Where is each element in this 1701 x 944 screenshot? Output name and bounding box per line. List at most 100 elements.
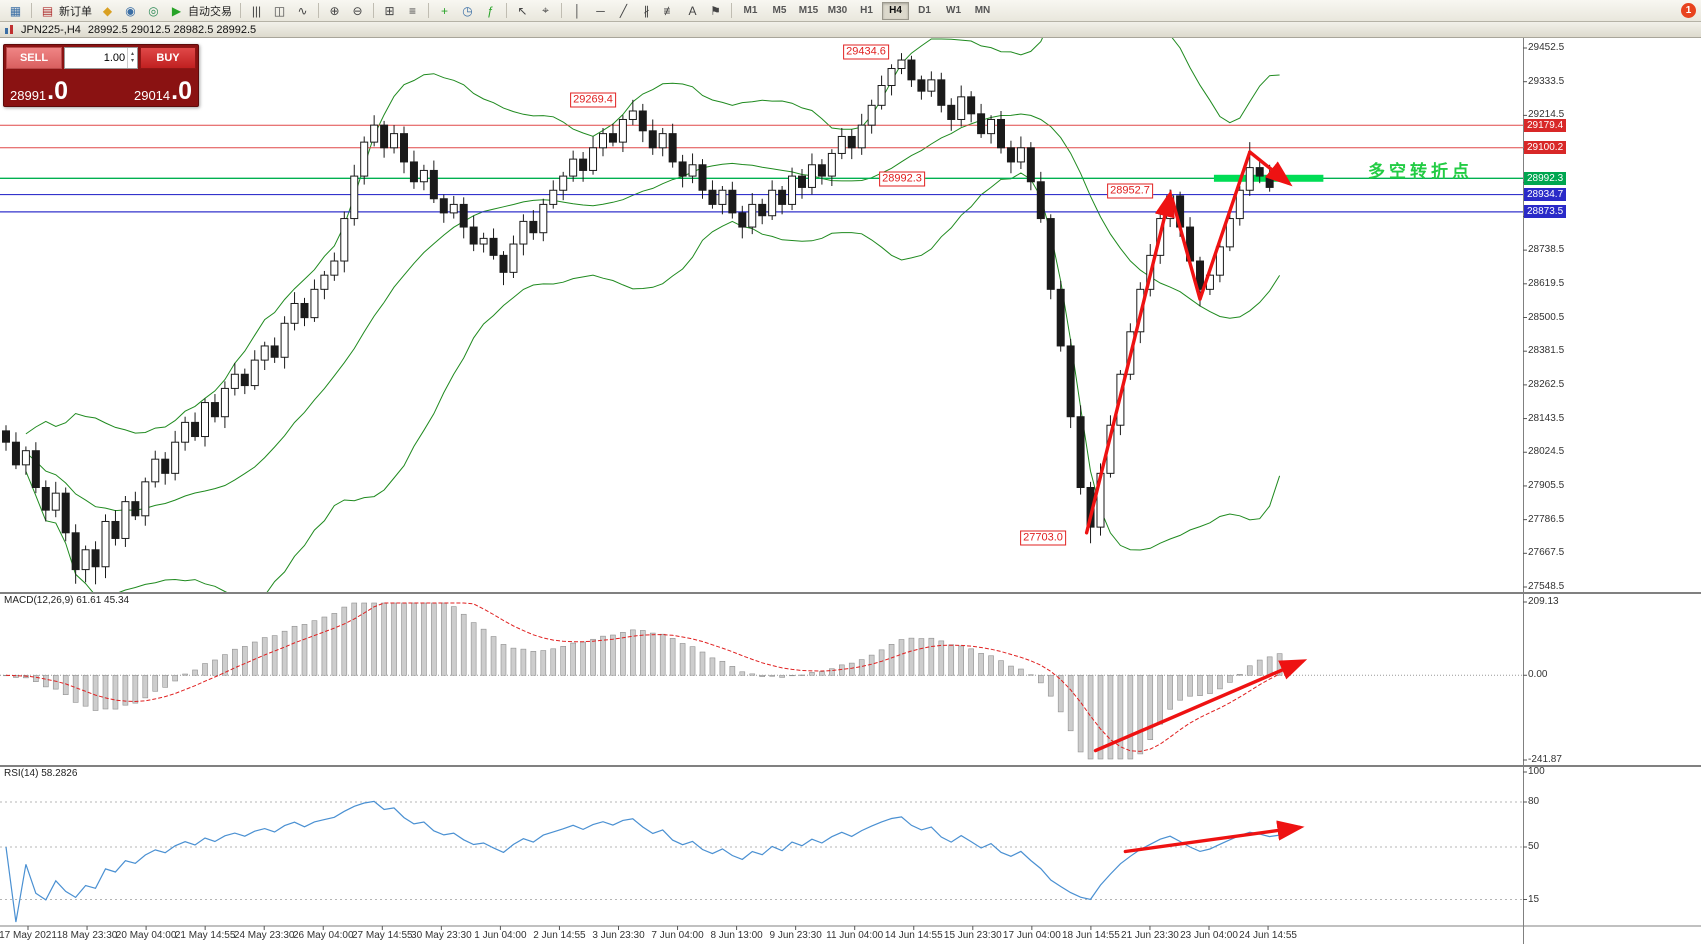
time-axis-label: 21 May 14:55 xyxy=(174,930,236,941)
timeframe-mn-button[interactable]: MN xyxy=(974,5,991,16)
time-axis-label: 7 Jun 04:00 xyxy=(651,930,704,941)
open-chart-window-icon[interactable]: ▦ xyxy=(9,3,22,18)
sell-price[interactable]: 28991.0 xyxy=(10,71,69,105)
timeframe-d1-button[interactable]: D1 xyxy=(918,5,931,16)
macd-trend-arrow[interactable] xyxy=(1093,659,1308,753)
line-chart-icon[interactable]: ∿ xyxy=(297,3,308,18)
lot-spinner: ▴ ▾ xyxy=(127,48,137,68)
price-callout[interactable]: 29269.4 xyxy=(570,92,616,108)
timeframe-h4-button[interactable]: H4 xyxy=(882,1,909,20)
sell-button[interactable]: SELL xyxy=(6,47,62,69)
one-click-trading-panel: SELL ▴ ▾ BUY 28991.0 29014.0 xyxy=(3,44,199,107)
time-axis-label: 18 May 23:30 xyxy=(56,930,118,941)
time-axis-label: 20 May 04:00 xyxy=(115,930,177,941)
autotrading-button[interactable]: ▶ xyxy=(171,3,182,18)
time-axis-label: 3 Jun 23:30 xyxy=(592,930,645,941)
toolbar-separator xyxy=(318,3,319,18)
cursor-icon[interactable]: ↖ xyxy=(517,3,528,18)
time-axis-label: 24 Jun 14:55 xyxy=(1239,930,1297,941)
time-axis-label: 11 Jun 04:00 xyxy=(826,930,884,941)
lot-increase-button[interactable]: ▴ xyxy=(131,51,135,57)
price-axis-label: 27786.5 xyxy=(1528,513,1565,525)
autotrading-button-label[interactable]: 自动交易 xyxy=(188,5,232,18)
rsi-trend-arrow[interactable] xyxy=(1123,820,1305,854)
trendline-icon[interactable]: ╱ xyxy=(619,3,628,18)
market-watch-icon[interactable]: ◉ xyxy=(125,3,136,18)
toolbar-separator xyxy=(506,3,507,18)
time-axis-label: 17 Jun 04:00 xyxy=(1002,930,1061,941)
chart-tab-icon xyxy=(5,24,14,35)
timeframe-h1-button[interactable]: H1 xyxy=(860,5,873,16)
horizontal-level-lines[interactable] xyxy=(0,124,1523,213)
price-axis-tag-support: 28873.5 xyxy=(1524,205,1567,219)
main-toolbar: ▦ ▤ 新订单 ◆ ◉ ◎ ▶ 自动交易 ||| ◫ ∿ ⊕ ⊖ ⊞ ≡ + ◷ ƒ ↖ ⌖ │ ─ ╱ ∦ ≢ A ⚑ M1 M5 M1… xyxy=(0,0,1701,22)
price-axis-label: 28381.5 xyxy=(1528,345,1565,357)
candlesticks xyxy=(2,53,1284,585)
timeframe-m30-button[interactable]: M30 xyxy=(827,5,848,16)
pane-separators xyxy=(0,38,1701,944)
tile-windows-icon[interactable]: ⊞ xyxy=(384,3,395,18)
price-trend-arrows[interactable] xyxy=(1084,150,1293,535)
fibonacci-icon[interactable]: ≢ xyxy=(663,3,676,18)
axis-ticks xyxy=(27,47,1527,930)
rsi-axis-label: 15 xyxy=(1528,893,1540,905)
new-chart-plus-icon[interactable]: + xyxy=(440,3,448,18)
metaeditor-icon[interactable]: ◆ xyxy=(102,3,113,18)
lot-size-box: ▴ ▾ xyxy=(64,47,138,69)
price-axis-label: 27905.5 xyxy=(1528,479,1565,491)
strategy-tester-icon[interactable]: ◎ xyxy=(148,3,159,18)
price-callout[interactable]: 27703.0 xyxy=(1020,530,1066,546)
toolbar-separator xyxy=(31,3,32,18)
rsi-axis-label: 80 xyxy=(1528,796,1540,807)
notification-badge[interactable]: 1 xyxy=(1681,3,1696,18)
price-axis-label: 28024.5 xyxy=(1528,446,1565,458)
zoom-in-icon[interactable]: ⊕ xyxy=(329,3,340,18)
price-callout[interactable]: 28952.7 xyxy=(1107,183,1153,199)
macd-indicator-label: MACD(12,26,9) 61.61 45.34 xyxy=(4,595,130,606)
vertical-line-icon[interactable]: │ xyxy=(573,3,582,18)
price-axis-label: 28619.5 xyxy=(1528,277,1565,289)
timeframe-m1-button[interactable]: M1 xyxy=(743,5,758,16)
price-axis-tag-support: 28934.7 xyxy=(1524,188,1567,202)
lot-decrease-button[interactable]: ▾ xyxy=(131,58,135,64)
toolbar-separator xyxy=(561,3,562,18)
price-callout[interactable]: 29434.6 xyxy=(843,44,889,60)
buy-price[interactable]: 29014.0 xyxy=(133,71,192,104)
sell-price-big: .0 xyxy=(47,77,69,105)
timeframe-w1-button[interactable]: W1 xyxy=(946,5,961,16)
sell-price-main: 28991 xyxy=(10,88,47,103)
timeframe-m5-button[interactable]: M5 xyxy=(772,5,787,16)
new-order-button[interactable]: ▤ xyxy=(41,3,54,18)
period-clock-icon[interactable]: ◷ xyxy=(462,3,473,18)
toolbar-separator xyxy=(428,3,429,18)
time-axis-label: 21 Jun 23:30 xyxy=(1121,930,1179,941)
arrow-objects-icon[interactable]: ⚑ xyxy=(710,3,721,18)
bar-chart-icon[interactable]: ||| xyxy=(251,3,262,18)
price-axis-tag-resistance: 29100.2 xyxy=(1524,141,1567,155)
channel-icon[interactable]: ∦ xyxy=(643,3,650,18)
text-label-icon[interactable]: A xyxy=(688,3,697,18)
buy-price-main: 29014 xyxy=(133,88,171,103)
chart-area[interactable]: SELL ▴ ▾ BUY 28991.0 29014.0 MACD(12,26,… xyxy=(0,38,1701,944)
candlestick-chart-icon[interactable]: ◫ xyxy=(273,3,286,18)
new-order-button-label[interactable]: 新订单 xyxy=(59,5,92,18)
time-axis-label: 26 May 04:00 xyxy=(292,930,354,941)
time-axis-label: 24 May 23:30 xyxy=(233,930,295,941)
horizontal-line-icon[interactable]: ─ xyxy=(596,3,605,18)
price-axis-label: 29333.5 xyxy=(1528,75,1565,87)
zoom-out-icon[interactable]: ⊖ xyxy=(352,3,363,18)
indicators-icon[interactable]: ƒ xyxy=(487,3,494,18)
price-chart[interactable] xyxy=(0,38,1701,944)
timeframe-m15-button[interactable]: M15 xyxy=(798,5,819,16)
price-callout[interactable]: 28992.3 xyxy=(879,171,925,187)
price-axis-label: 28262.5 xyxy=(1528,378,1565,390)
crosshair-icon[interactable]: ⌖ xyxy=(542,3,549,17)
toolbar-separator xyxy=(731,3,732,18)
buy-button[interactable]: BUY xyxy=(140,47,196,69)
chart-ohlc-values: 28992.5 29012.5 28982.5 28992.5 xyxy=(87,23,257,36)
auto-arrange-icon[interactable]: ≡ xyxy=(408,3,416,18)
lot-size-input[interactable] xyxy=(65,48,128,68)
price-axis-label: 29214.5 xyxy=(1528,109,1565,121)
time-axis-label: 27 May 14:55 xyxy=(351,930,413,941)
